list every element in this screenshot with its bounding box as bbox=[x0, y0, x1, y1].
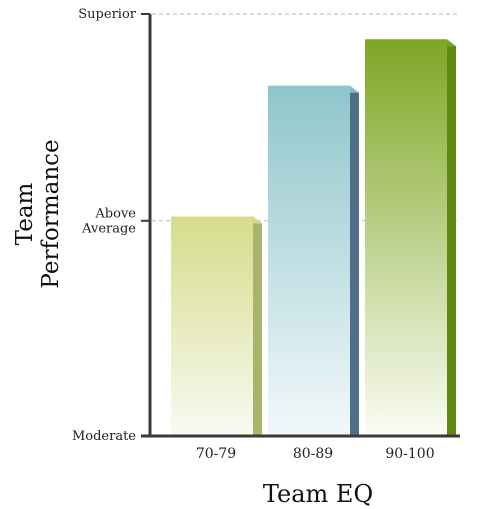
x-tick-label: 90-100 bbox=[385, 446, 434, 462]
y-axis-title: Team Performance bbox=[12, 139, 64, 288]
bar-front bbox=[268, 85, 350, 436]
bar-front bbox=[365, 39, 447, 435]
bar-side bbox=[253, 216, 262, 435]
x-tick-label: 80-89 bbox=[293, 446, 333, 462]
bar-90-100 bbox=[365, 39, 456, 435]
bar-front bbox=[171, 216, 253, 435]
y-tick-label: Superior bbox=[78, 7, 136, 22]
y-axis-title-line-1: Team bbox=[12, 182, 38, 245]
x-axis-title: Team EQ bbox=[263, 480, 373, 508]
bar-side bbox=[350, 85, 359, 436]
x-tick-label: 70-79 bbox=[196, 446, 236, 462]
bar-80-89 bbox=[268, 85, 359, 436]
bar-side bbox=[447, 39, 456, 435]
y-tick-label: Above Average bbox=[81, 206, 136, 236]
y-axis-title-line-2: Performance bbox=[38, 139, 64, 288]
y-tick-label: Moderate bbox=[72, 429, 136, 444]
bar-70-79 bbox=[171, 216, 262, 435]
